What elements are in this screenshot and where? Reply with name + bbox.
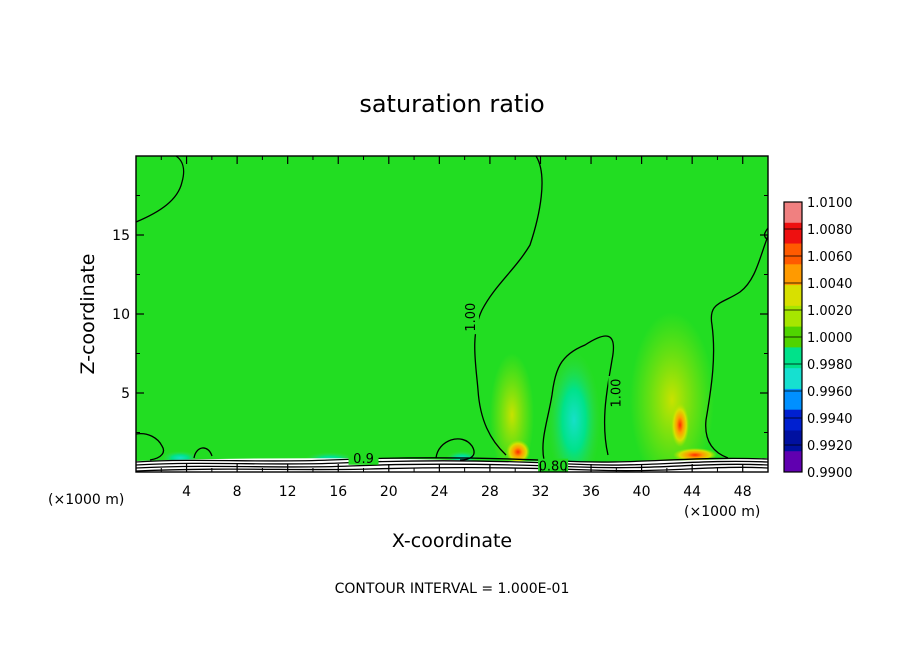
x-tick-label: 32 (532, 484, 550, 500)
colorbar-label: 0.9900 (807, 466, 853, 481)
colorbar-label: 0.9960 (807, 385, 853, 400)
x-tick-label: 4 (182, 484, 191, 500)
colorbar-swatch (784, 409, 802, 431)
colorbar-swatch (784, 222, 802, 245)
colorbar-label: 1.0040 (807, 277, 853, 292)
y-tick-label: 10 (112, 307, 130, 323)
colorbar-swatch (784, 264, 802, 286)
plot-area: 1.00 1.00 0.80 0.9 (136, 156, 768, 475)
x-tick-label: 40 (633, 484, 651, 500)
x-axis: 4 8 12 16 20 24 28 32 36 40 44 48 (160, 156, 752, 500)
contour-east-plume (705, 235, 768, 459)
colorbar-swatch (784, 368, 802, 390)
colorbar-label: 0.9920 (807, 439, 853, 454)
anomaly-moist-east (630, 312, 714, 472)
contour-label-bg (608, 376, 625, 410)
anomaly-peak-east (671, 403, 689, 447)
colorbar-swatch (784, 285, 802, 307)
contour-label: 1.00 (609, 379, 624, 408)
colorbar-label: 1.0000 (807, 331, 853, 346)
contour-label-bg (462, 300, 479, 335)
x-tick-label: 36 (582, 484, 600, 500)
y-tick-label: 15 (112, 228, 130, 244)
x-tick-label: 20 (380, 484, 398, 500)
x-tick-label: 48 (734, 484, 752, 500)
colorbar: 1.0100 1.0080 1.0060 1.0040 1.0020 1.0000 0.99… (783, 196, 853, 481)
colorbar-label: 0.9980 (807, 358, 853, 373)
x-tick-label: 24 (430, 484, 448, 500)
colorbar-label: 1.0020 (807, 304, 853, 319)
y-tick-label: 5 (121, 386, 130, 402)
colorbar-swatch (784, 430, 802, 452)
contour-label: 0.9 (353, 452, 374, 467)
y-axis-label: Z-coordinate (77, 254, 99, 375)
x-tick-label: 8 (233, 484, 242, 500)
contour-topleft (136, 156, 185, 223)
contour-surface-1 (136, 457, 768, 463)
contour-surface-2 (136, 460, 768, 466)
contour-east-edge (763, 227, 768, 241)
colorbar-swatch (784, 305, 802, 328)
colorbar-label: 1.0100 (807, 196, 853, 211)
contour-label: 1.00 (464, 303, 479, 332)
contour-labels: 1.00 1.00 0.80 0.9 (348, 300, 625, 475)
contour-small-2 (435, 438, 475, 461)
colorbar-label: 0.9940 (807, 412, 853, 427)
x-tick-label: 12 (279, 484, 297, 500)
colorbar-label: 1.0060 (807, 250, 853, 265)
contour-small-left (136, 432, 165, 461)
colorbar-swatch (784, 243, 802, 265)
contour-main-west (474, 156, 543, 456)
colorbar-swatch (784, 347, 802, 369)
x-axis-label: X-coordinate (392, 530, 512, 552)
x-unit-left: (×1000 m) (48, 492, 124, 508)
contour-surface-3 (136, 463, 768, 469)
y-axis: 5 10 15 (112, 195, 768, 433)
anomaly-peak-west (506, 440, 530, 464)
anomaly-dry-core (548, 352, 600, 472)
contour-label-bg (348, 450, 379, 465)
contour-lines (136, 156, 768, 472)
colorbar-swatch (784, 388, 802, 411)
x-tick-label: 28 (481, 484, 499, 500)
contour-main-east (542, 335, 614, 461)
x-unit-right: (×1000 m) (684, 504, 760, 520)
x-tick-label: 16 (329, 484, 347, 500)
contour-label-bg (538, 458, 569, 472)
contour-interval-note: CONTOUR INTERVAL = 1.000E-01 (335, 581, 570, 597)
contour-surface-4 (136, 466, 768, 472)
x-tick-label: 44 (683, 484, 701, 500)
colorbar-label: 1.0080 (807, 223, 853, 238)
colorbar-swatch (784, 451, 802, 473)
contour-label: 0.80 (539, 460, 568, 475)
contour-small-1 (193, 447, 213, 459)
colorbar-swatch (784, 202, 802, 224)
chart-title: saturation ratio (359, 90, 544, 118)
